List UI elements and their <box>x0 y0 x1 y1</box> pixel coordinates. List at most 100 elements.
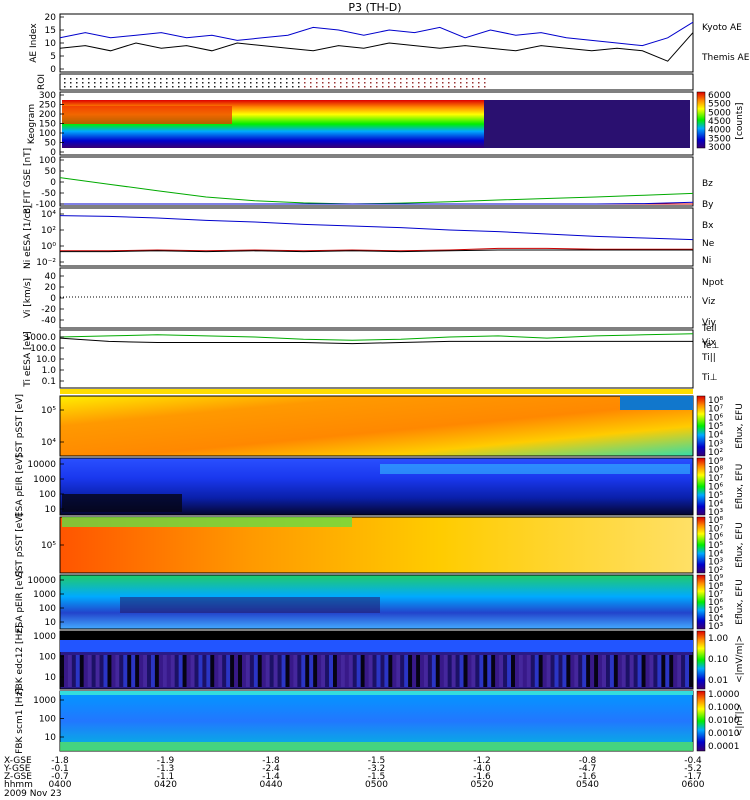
roi-marker <box>190 78 192 80</box>
fbk1-stripe <box>95 655 100 687</box>
roi-marker <box>340 86 342 88</box>
roi-marker <box>232 86 234 88</box>
roi-marker <box>388 82 390 84</box>
fbk1-stripe <box>91 655 96 687</box>
fbk1-stripe <box>249 655 254 687</box>
fbk1-stripe <box>681 655 686 687</box>
footer-value: 0600 <box>682 780 705 790</box>
fbk1-stripe <box>602 655 606 687</box>
roi-marker <box>76 78 78 80</box>
legend-ti-par: Ti|| <box>701 353 716 363</box>
sst1-spectrogram <box>59 395 694 457</box>
ytick-label: 10 <box>45 673 57 683</box>
roi-marker <box>472 78 474 80</box>
roi-marker <box>436 78 438 80</box>
roi-marker <box>334 86 336 88</box>
colorbar-title: Eflux, EFU <box>735 579 745 625</box>
ytick-label: 10 <box>45 505 57 515</box>
roi-marker <box>442 82 444 84</box>
fbk1-stripe <box>578 655 583 687</box>
fbk1-stripe <box>400 655 405 687</box>
fbk1-stripe <box>135 655 140 687</box>
roi-marker <box>88 78 90 80</box>
fbk1-stripe <box>396 655 401 687</box>
fbk1-stripe <box>633 655 638 687</box>
fbk1-stripe <box>368 655 373 687</box>
roi-marker <box>448 86 450 88</box>
fbk1-stripe <box>483 655 488 687</box>
roi-marker <box>262 78 264 80</box>
roi-marker <box>298 82 300 84</box>
fbk2-colorbar-labels: 1.0000 0.1000 0.0100 0.0010 0.0001 <|nT|> <box>708 690 745 752</box>
roi-marker <box>286 86 288 88</box>
legend-ni: Ni <box>702 256 711 266</box>
roi-marker <box>136 78 138 80</box>
sst1-ytick-labels: 10⁵ 10⁴ <box>41 406 64 448</box>
ylabel-sst2: SST pSST [eV] <box>15 513 25 577</box>
fbk1-stripe <box>79 655 84 687</box>
esa1-dark-region <box>62 494 182 512</box>
roi-marker <box>172 86 174 88</box>
fbk1-stripe <box>507 655 512 687</box>
fbk1-stripe <box>305 655 310 687</box>
roi-marker <box>172 78 174 80</box>
fbk1-stripe <box>562 655 567 687</box>
fbk1-stripe <box>439 655 444 687</box>
fbk1-stripe <box>606 655 610 687</box>
colorbar-tick-label: 10⁴ <box>708 549 723 559</box>
fbk1-stripe <box>348 655 353 687</box>
roi-marker <box>124 78 126 80</box>
fbk1-stripe <box>103 655 108 687</box>
footer-value: -1.5 <box>368 756 386 766</box>
roi-marker <box>220 86 222 88</box>
fbk1-stripe <box>344 655 349 687</box>
ylabel-esa1: ESA pEIR [eV] <box>15 455 25 517</box>
colorbar-tick-label: 10⁴ <box>708 614 723 624</box>
roi-marker <box>328 78 330 80</box>
colorbar-tick-label: 10³ <box>708 558 723 568</box>
colorbar-tick-label: 10⁶ <box>708 413 723 423</box>
ytick-label: -50 <box>41 189 56 199</box>
colorbar-tick-label: 10⁷ <box>708 474 723 484</box>
date-label: 2009 Nov 23 <box>4 789 62 799</box>
fbk1-stripe <box>83 655 88 687</box>
footer-value: -1.3 <box>157 764 175 774</box>
roi-marker <box>358 78 360 80</box>
footer-value: 0420 <box>154 780 177 790</box>
fbk1-stripe <box>325 655 330 687</box>
roi-marker <box>202 86 204 88</box>
fbk1-stripe <box>558 655 563 687</box>
fbk1-stripe <box>261 655 266 687</box>
roi-marker <box>304 82 306 84</box>
roi-marker <box>202 78 204 80</box>
ytick-label: 300 <box>39 91 56 101</box>
ytick-label: 10000 <box>27 576 56 586</box>
fbk1-stripe <box>582 655 587 687</box>
series-line-ti- <box>59 333 694 341</box>
roi-marker <box>352 82 354 84</box>
ytick-label: 10⁵ <box>41 541 56 551</box>
roi-marker <box>376 78 378 80</box>
footer-value: -4.0 <box>473 764 491 774</box>
legend-themis-ae: Themis AE <box>701 53 750 63</box>
fbk1-stripe <box>451 655 456 687</box>
footer-row-label: Z-GSE <box>4 772 32 782</box>
roi-marker <box>322 78 324 80</box>
roi-marker <box>412 82 414 84</box>
roi-marker <box>358 86 360 88</box>
fbk1-stripe <box>550 655 555 687</box>
fbk1-stripe <box>649 655 654 687</box>
roi-marker <box>352 78 354 80</box>
ytick-label: 10 <box>45 733 57 743</box>
roi-marker <box>346 86 348 88</box>
roi-marker <box>400 86 402 88</box>
colorbar-tick-label: 10⁶ <box>708 598 723 608</box>
fbk1-stripe <box>431 655 436 687</box>
colorbar-tick-label: 4500 <box>708 117 731 127</box>
roi-marker <box>310 78 312 80</box>
roi-marker <box>430 78 432 80</box>
roi-marker <box>400 82 402 84</box>
roi-marker <box>268 78 270 80</box>
